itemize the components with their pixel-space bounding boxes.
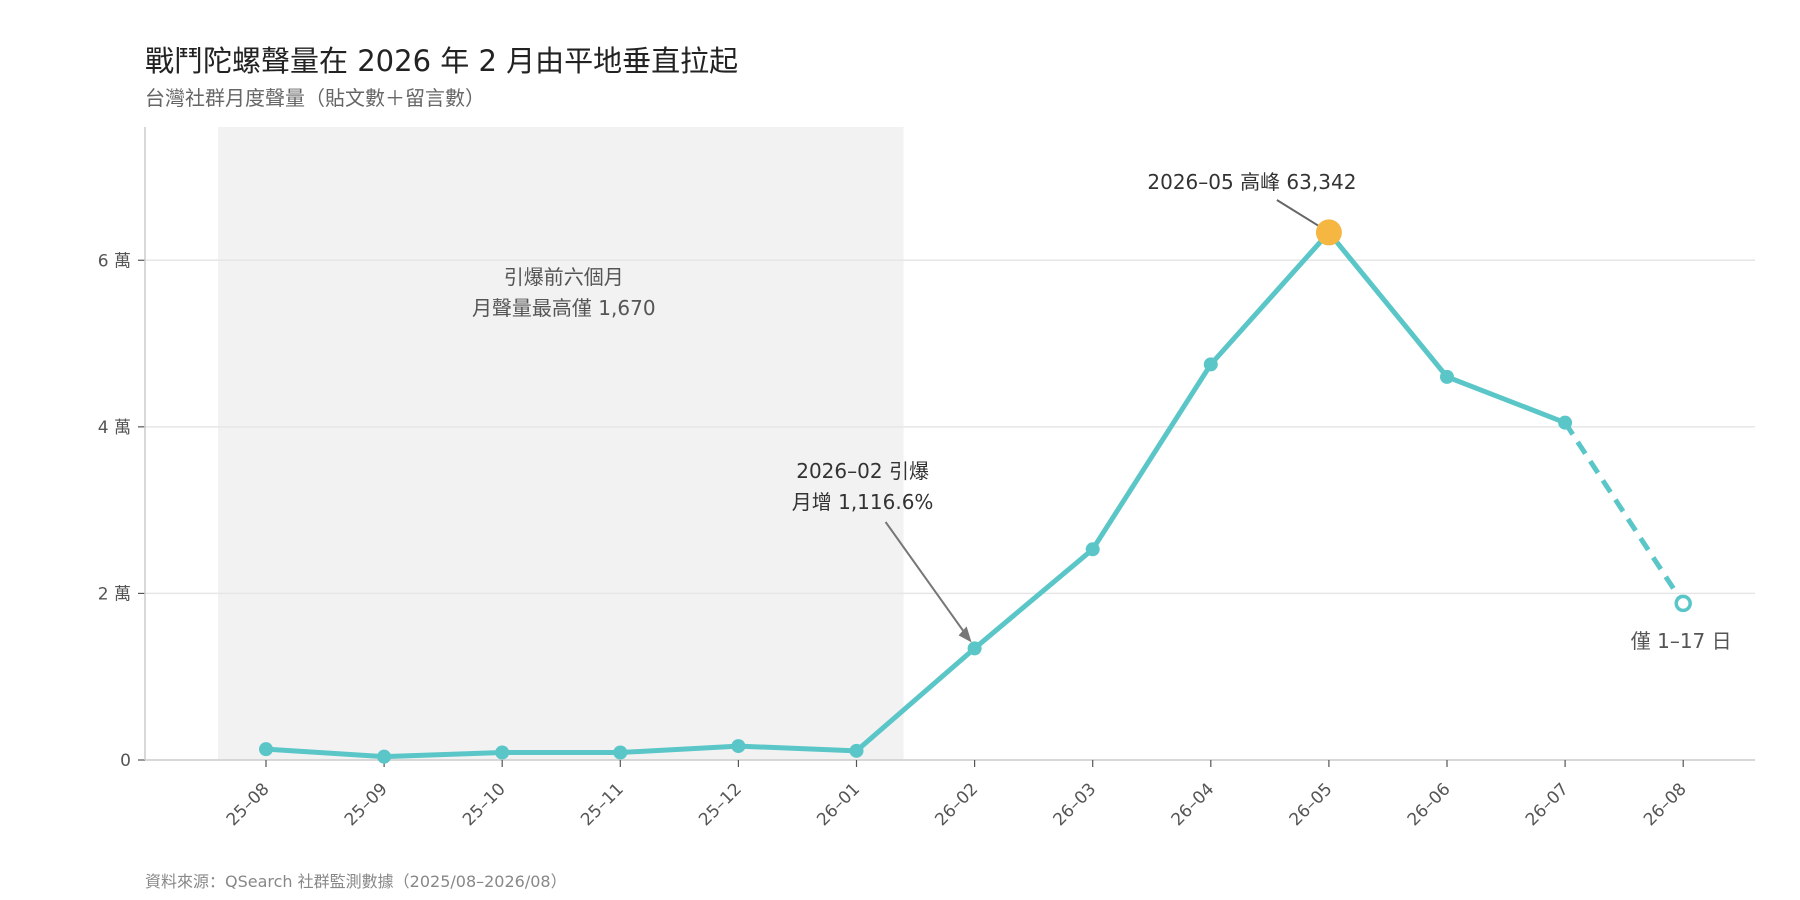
- surge-annotation-line1: 2026–02 引爆: [796, 459, 929, 483]
- y-tick-label: 2 萬: [98, 584, 131, 604]
- series-line-solid: [263, 229, 1568, 760]
- data-point: [967, 641, 982, 656]
- data-point: [1558, 415, 1573, 430]
- data-point: [259, 742, 273, 757]
- peak-annotation-label: 2026–05 高峰 63,342: [1147, 170, 1356, 194]
- x-tick-label: 26–02: [931, 779, 982, 830]
- chart-subtitle: 台灣社群月度聲量（貼文數＋留言數）: [145, 86, 485, 110]
- pre-surge-shaded-region: [218, 127, 904, 760]
- x-tick-label: 26–05: [1286, 779, 1337, 830]
- x-tick-label: 26–03: [1049, 779, 1100, 830]
- x-tick-label: 26–06: [1404, 779, 1455, 830]
- x-tick-label: 26–07: [1522, 779, 1573, 830]
- surge-annotation-arrow: [884, 521, 970, 639]
- surge-annotation-line2: 月增 1,116.6%: [792, 490, 934, 514]
- partial-data-point: [1674, 594, 1692, 613]
- peak-data-point: [1315, 219, 1342, 246]
- x-tick-label: 25–11: [577, 779, 628, 830]
- data-point: [1203, 357, 1218, 372]
- peak-annotation-leader: [1276, 199, 1319, 227]
- data-point: [1440, 369, 1454, 384]
- x-tick-label: 26–01: [813, 779, 864, 830]
- x-tick-label: 25–08: [223, 779, 274, 830]
- line-chart: 0 2 萬 4 萬 6 萬 25–08 25–09 25–10 25–11 25–12 26–01…: [98, 127, 1755, 830]
- y-tick-label: 4 萬: [98, 418, 131, 438]
- pre-surge-label-line2: 月聲量最高僅 1,670: [472, 296, 656, 320]
- data-point: [377, 749, 392, 764]
- x-tick-label: 25–12: [695, 779, 746, 830]
- y-tick-label: 0: [120, 751, 131, 771]
- x-tick-label: 26–04: [1168, 779, 1219, 830]
- pre-surge-label-line1: 引爆前六個月: [504, 265, 624, 289]
- x-tick-label: 25–10: [459, 779, 510, 830]
- surge-annotation-arrowhead: [958, 626, 972, 643]
- y-tick-label: 6 萬: [98, 251, 131, 271]
- partial-month-note: 僅 1–17 日: [1631, 629, 1732, 653]
- data-point: [731, 739, 746, 754]
- data-point: [495, 745, 510, 760]
- series-line-partial-dashed: [1563, 421, 1686, 605]
- data-point: [849, 743, 864, 758]
- x-tick-label: 26–08: [1640, 779, 1691, 830]
- data-point: [613, 745, 628, 760]
- data-source-note: 資料來源：QSearch 社群監測數據（2025/08–2026/08）: [145, 872, 567, 891]
- chart-title: 戰鬥陀螺聲量在 2026 年 2 月由平地垂直拉起: [145, 44, 739, 78]
- data-point: [1085, 542, 1100, 557]
- x-tick-label: 25–09: [341, 779, 392, 830]
